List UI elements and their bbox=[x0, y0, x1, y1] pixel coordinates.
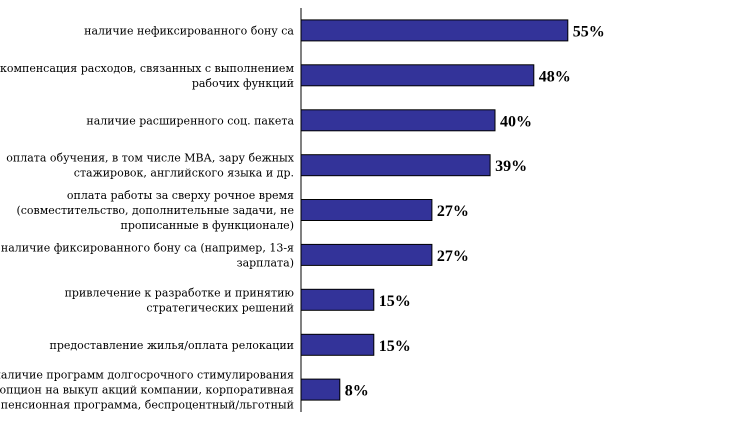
bar-5 bbox=[300, 243, 433, 266]
value-label-0: 55% bbox=[573, 24, 605, 41]
value-label-5: 27% bbox=[437, 248, 469, 265]
value-label-7: 15% bbox=[379, 338, 411, 355]
category-label-1: компенсация расходов, связанных с выполн… bbox=[0, 62, 294, 90]
category-label-2: наличие расширенного соц. пакета bbox=[86, 114, 294, 127]
value-label-6: 15% bbox=[379, 293, 411, 310]
bars-group bbox=[300, 19, 569, 401]
bar-8 bbox=[300, 378, 341, 401]
bar-4 bbox=[300, 199, 433, 221]
category-label-7: предоставление жилья/оплата релокации bbox=[50, 339, 295, 352]
bar-7 bbox=[300, 333, 375, 356]
bar-3 bbox=[300, 154, 491, 177]
category-label-4: оплата работы за сверху рочное время (сов… bbox=[16, 189, 294, 232]
value-label-3: 39% bbox=[495, 158, 527, 175]
category-labels-group: наличие нефиксированного бону са компенса… bbox=[0, 25, 295, 412]
value-label-8: 8% bbox=[345, 383, 369, 400]
category-label-0: наличие нефиксированного бону са bbox=[84, 25, 294, 38]
bar-0 bbox=[300, 19, 569, 42]
value-label-4: 27% bbox=[437, 203, 469, 220]
category-label-3: оплата обучения, в том числе МВА, зару б… bbox=[6, 152, 295, 180]
category-label-5: наличие фиксированного бону са (например… bbox=[1, 241, 294, 269]
category-label-6: привлечение к разработке и принятию страт… bbox=[65, 286, 295, 314]
value-labels-group: 55% 48% 40% 39% 27% 27% 15% 15% 8% bbox=[345, 24, 605, 400]
value-label-1: 48% bbox=[539, 68, 571, 85]
value-label-2: 40% bbox=[500, 113, 532, 130]
bar-6 bbox=[300, 288, 375, 311]
bar-2 bbox=[300, 109, 496, 132]
category-label-8: наличие программ долгосрочного стимулиро… bbox=[0, 369, 294, 412]
bar-1 bbox=[300, 64, 535, 87]
